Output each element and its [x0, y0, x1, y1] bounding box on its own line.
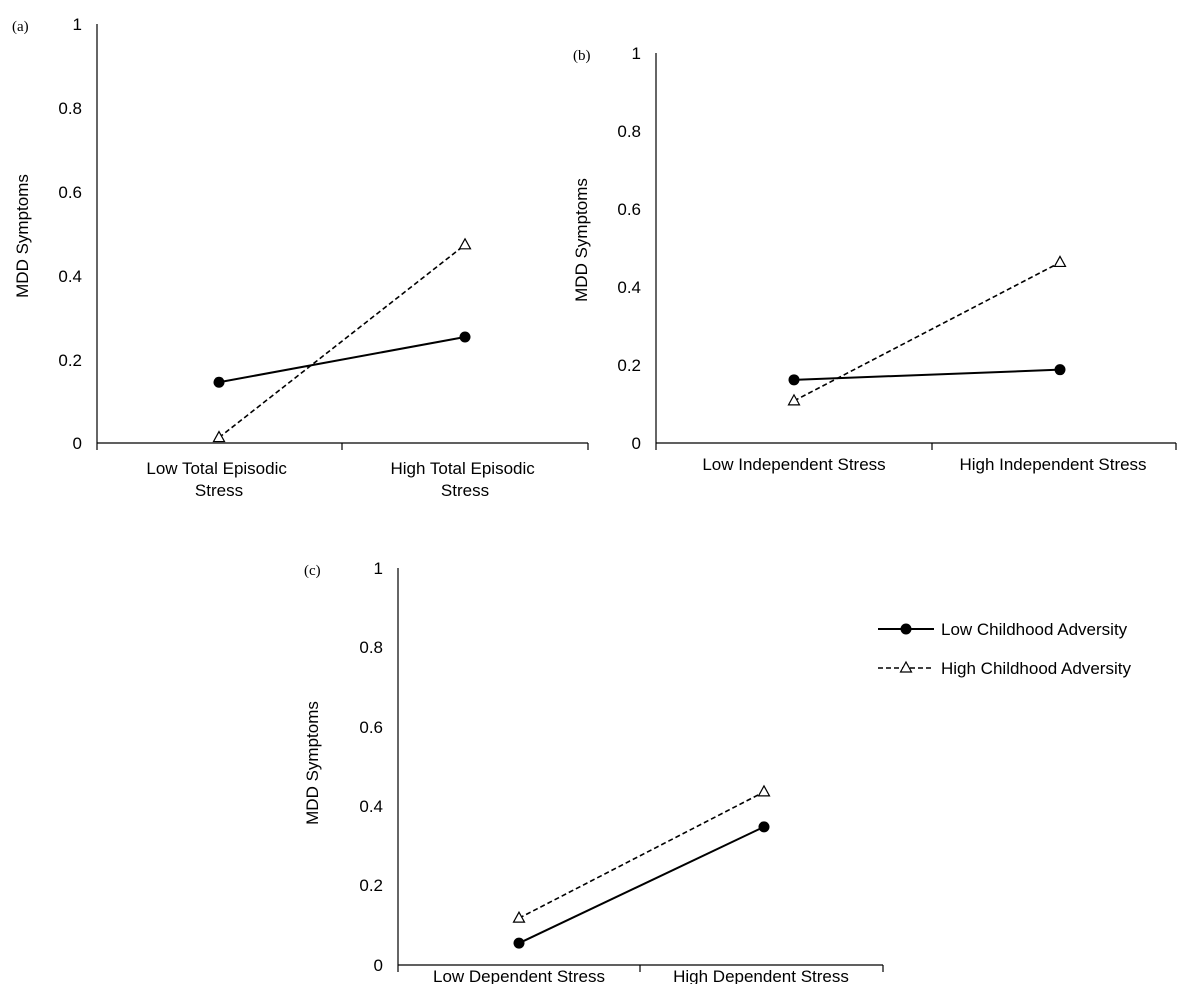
panel-a-ytick-0.4: 0.4 [58, 267, 82, 286]
panel-a-high-adversity-point-low [212, 430, 226, 443]
panel-a-category-low-line1: Low Total Episodic [146, 459, 287, 478]
panel-b-low-adversity-point-low [788, 374, 800, 386]
panel-a-category-high-line2: Stress [441, 481, 489, 500]
panel-c-ytick-1: 1 [374, 559, 383, 578]
panel-a-high-adversity-line [218, 244, 466, 439]
panel-c-category-low: Low Dependent Stress [433, 967, 605, 984]
panel-a-category-high: High Total Episodic Stress [390, 459, 539, 500]
panel-b-ytick-0.2: 0.2 [617, 356, 641, 375]
panel-a-ytick-0.6: 0.6 [58, 183, 82, 202]
panel-a-category-high-line1: High Total Episodic [390, 459, 535, 478]
legend-label-high: High Childhood Adversity [941, 659, 1131, 678]
panel-a: (a) MDD Symptoms 0 0.2 0.4 0.6 0.8 1 Low… [12, 15, 589, 500]
legend-label-low: Low Childhood Adversity [941, 620, 1128, 639]
legend: Low Childhood Adversity High Childhood A… [878, 620, 1131, 678]
panel-b-ytick-0.4: 0.4 [617, 278, 641, 297]
panel-b-plot [787, 255, 1067, 406]
panel-c-low-adversity-point-low [513, 937, 525, 949]
panel-c-ytick-0.4: 0.4 [359, 797, 383, 816]
panel-c-high-adversity-point-low [512, 910, 526, 923]
panel-a-ytick-labels: 0 0.2 0.4 0.6 0.8 1 [58, 15, 82, 453]
legend-item-low-childhood-adversity: Low Childhood Adversity [878, 620, 1128, 639]
panel-c-label: (c) [304, 563, 321, 579]
panel-a-ytick-0.2: 0.2 [58, 351, 82, 370]
panel-b-ytick-labels: 0 0.2 0.4 0.6 0.8 1 [617, 44, 641, 453]
panel-c-category-labels: Low Dependent Stress High Dependent Stre… [433, 967, 849, 984]
panel-c-ylabel: MDD Symptoms [303, 701, 322, 825]
panel-c-ytick-0: 0 [374, 956, 383, 975]
panel-a-category-low-line2: Stress [195, 481, 243, 500]
panel-a-low-adversity-line [218, 336, 466, 384]
panel-b-category-labels: Low Independent Stress High Independent … [702, 455, 1146, 474]
panel-a-ytick-0.8: 0.8 [58, 99, 82, 118]
panel-a-category-low: Low Total Episodic Stress [146, 459, 291, 500]
panel-c-plot [512, 784, 771, 949]
panel-a-plot [212, 237, 472, 443]
panel-b: (b) MDD Symptoms 0 0.2 0.4 0.6 0.8 1 Low… [572, 44, 1177, 474]
panel-c: (c) MDD Symptoms 0 0.2 0.4 0.6 0.8 1 Low… [303, 559, 884, 984]
panel-a-low-adversity-point-low [213, 376, 225, 388]
panel-c-low-adversity-line [518, 825, 765, 945]
panel-c-low-adversity-point-high [758, 821, 770, 833]
panel-a-ytick-1: 1 [73, 15, 82, 34]
panel-b-low-adversity-line [793, 368, 1061, 381]
panel-c-ytick-0.8: 0.8 [359, 638, 383, 657]
panel-b-ylabel: MDD Symptoms [572, 178, 591, 302]
panel-b-high-adversity-point-high [1053, 255, 1067, 268]
legend-filled-circle-icon [900, 623, 912, 635]
panel-b-ytick-0.6: 0.6 [617, 200, 641, 219]
panel-b-ytick-0.8: 0.8 [617, 122, 641, 141]
panel-a-category-labels: Low Total Episodic Stress High Total Epi… [146, 459, 539, 500]
panel-c-high-adversity-point-high [757, 784, 771, 797]
legend-item-high-childhood-adversity: High Childhood Adversity [878, 659, 1131, 678]
panel-a-ytick-0: 0 [73, 434, 82, 453]
panel-b-high-adversity-point-low [787, 393, 801, 406]
panel-c-ytick-0.2: 0.2 [359, 876, 383, 895]
panel-b-ytick-1: 1 [632, 44, 641, 63]
panel-b-category-high: High Independent Stress [959, 455, 1146, 474]
panel-a-label: (a) [12, 19, 29, 35]
panel-c-high-adversity-line [518, 791, 765, 919]
panel-c-ytick-0.6: 0.6 [359, 718, 383, 737]
panel-b-high-adversity-line [793, 261, 1061, 402]
panel-c-category-high: High Dependent Stress [673, 967, 849, 984]
panel-b-low-adversity-point-high [1054, 364, 1066, 376]
panel-b-category-low: Low Independent Stress [702, 455, 885, 474]
panel-b-label: (b) [573, 48, 591, 64]
panel-a-ylabel: MDD Symptoms [13, 174, 32, 298]
panel-c-ytick-labels: 0 0.2 0.4 0.6 0.8 1 [359, 559, 383, 975]
legend-open-triangle-icon [899, 660, 913, 673]
panel-a-high-adversity-point-high [458, 237, 472, 250]
panel-a-low-adversity-point-high [459, 331, 471, 343]
panel-b-ytick-0: 0 [632, 434, 641, 453]
